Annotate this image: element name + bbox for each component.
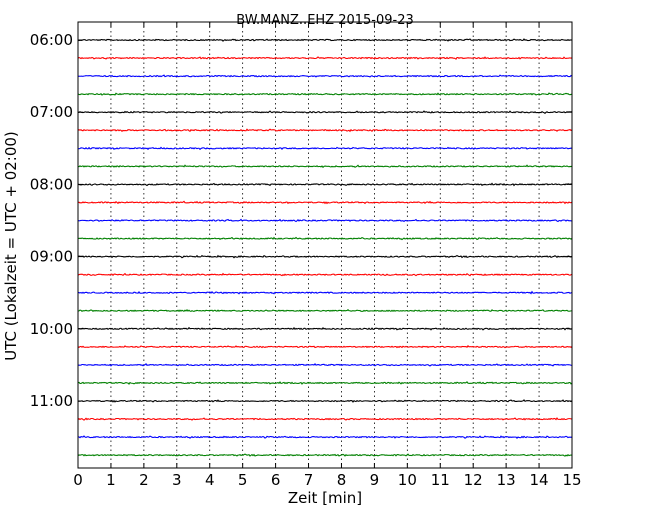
trace-1045	[77, 381, 573, 385]
trace-0830	[77, 218, 573, 223]
x-tick-label-15: 15	[562, 471, 581, 489]
trace-0700	[77, 110, 573, 115]
x-tick-label-8: 8	[337, 471, 347, 489]
x-tick-label-12: 12	[464, 471, 483, 489]
x-tick-label-1: 1	[106, 471, 116, 489]
trace-0630	[77, 74, 573, 78]
trace-0900	[77, 254, 573, 259]
trace-0930	[77, 290, 573, 295]
x-axis-ticks: 0 1 2 3 4 5 6 7 8 9 10 11 12 13 14 15	[73, 22, 582, 489]
x-tick-label-0: 0	[73, 471, 83, 489]
x-tick-label-11: 11	[431, 471, 450, 489]
x-tick-label-5: 5	[238, 471, 248, 489]
x-tick-label-6: 6	[271, 471, 281, 489]
trace-0745	[77, 164, 573, 169]
y-axis-label: UTC (Lokalzeit = UTC + 02:00)	[2, 131, 20, 361]
trace-0730	[77, 146, 573, 151]
plot-frame	[77, 21, 573, 469]
seismic-traces	[77, 38, 573, 457]
trace-0915	[77, 272, 573, 277]
x-tick-label-4: 4	[205, 471, 215, 489]
trace-0800	[77, 182, 573, 187]
x-tick-label-2: 2	[139, 471, 149, 489]
trace-1145	[77, 453, 573, 457]
y-tick-label-0700: 07:00	[30, 103, 73, 121]
x-tick-label-7: 7	[304, 471, 314, 489]
trace-0645	[77, 92, 573, 96]
x-tick-label-9: 9	[370, 471, 380, 489]
trace-0615	[77, 56, 573, 60]
x-tick-label-13: 13	[497, 471, 516, 489]
x-tick-label-14: 14	[530, 471, 549, 489]
x-tick-label-3: 3	[172, 471, 182, 489]
trace-1030	[77, 362, 573, 367]
y-tick-label-0800: 08:00	[30, 175, 73, 193]
trace-1130	[77, 435, 573, 439]
y-tick-label-1000: 10:00	[30, 320, 73, 338]
trace-1100	[77, 399, 573, 403]
y-tick-label-0600: 06:00	[30, 31, 73, 49]
trace-0845	[77, 236, 573, 241]
y-axis-ticks: 06:00 07:00 08:00 09:00 10:00 11:00	[30, 31, 572, 410]
trace-0600	[77, 38, 573, 42]
trace-1000	[77, 326, 573, 331]
trace-0815	[77, 200, 573, 205]
x-tick-label-10: 10	[398, 471, 417, 489]
y-tick-label-0900: 09:00	[30, 248, 73, 266]
y-tick-label-1100: 11:00	[30, 392, 73, 410]
trace-1015	[77, 344, 573, 349]
trace-0945	[77, 308, 573, 313]
x-axis-label: Zeit [min]	[288, 489, 362, 507]
trace-1115	[77, 417, 573, 421]
chart-title: BW.MANZ..EHZ 2015-09-23	[236, 13, 414, 28]
trace-0715	[77, 128, 573, 133]
